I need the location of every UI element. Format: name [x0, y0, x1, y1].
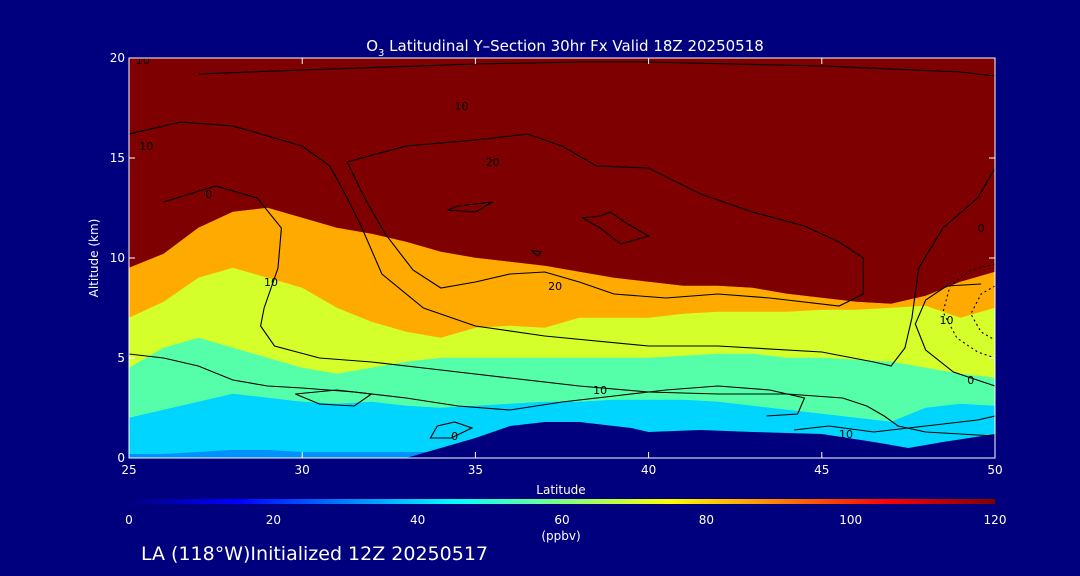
contour-label: 0 [967, 374, 974, 387]
y-axis-label: Altitude (km) [87, 219, 101, 298]
contour-line-dotted [970, 285, 995, 341]
y-tick-label: 20 [110, 51, 125, 65]
contour-line [914, 283, 995, 387]
y-tick-label: 5 [117, 351, 125, 365]
colorbar-tick-label: 20 [266, 513, 281, 527]
colorbar-gradient [129, 499, 995, 504]
contour-label: 10 [139, 140, 153, 153]
y-tick-label: 0 [117, 451, 125, 465]
contour-line [129, 353, 806, 417]
colorbar-tick-label: 80 [699, 513, 714, 527]
x-tick-label: 25 [121, 463, 136, 477]
contour-line [581, 211, 650, 245]
colorbar-unit: (ppbv) [541, 529, 580, 543]
x-tick-label: 35 [468, 463, 483, 477]
contour-label: 10 [455, 100, 469, 113]
contour-line [129, 121, 995, 367]
contour-line [447, 201, 493, 213]
contour-label: 0 [451, 430, 458, 443]
x-tick-label: 45 [814, 463, 829, 477]
y-tick-label: 15 [110, 151, 125, 165]
contour-line [295, 389, 374, 407]
x-axis-label: Latitude [536, 483, 585, 497]
terrain-mask [406, 422, 995, 458]
colorbar-tick-label: 0 [125, 513, 133, 527]
contour-label: 10 [940, 314, 954, 327]
y-tick-label: 10 [110, 251, 125, 265]
contour-label: 10 [264, 276, 278, 289]
chart-title: O3 Latitudinal Y–Section 30hr Fx Valid 1… [366, 37, 764, 59]
colorbar: 0 20 40 60 80 100 120 (ppbv) [125, 499, 1006, 543]
plot-area: 10 10 20 0 0 10 20 10 0 10 0 10 10 [129, 54, 995, 458]
contour-label: 20 [548, 280, 562, 293]
contour-line [794, 415, 995, 433]
contour-label: 10 [593, 384, 607, 397]
contour-line [163, 185, 995, 437]
contour-label: 0 [205, 188, 212, 201]
contour-label: 10 [136, 54, 150, 67]
contour-line [530, 249, 543, 257]
colorbar-tick-label: 120 [984, 513, 1007, 527]
contour-line [429, 421, 474, 439]
contour-line [198, 61, 995, 77]
contour-label: 0 [978, 222, 985, 235]
footer-text: LA (118°W)Initialized 12Z 20250517 [141, 543, 488, 565]
contour-label: 10 [839, 428, 853, 441]
contour-label: 20 [486, 156, 500, 169]
x-tick-label: 40 [641, 463, 656, 477]
x-tick-label: 50 [987, 463, 1002, 477]
contour-line [346, 133, 864, 307]
colorbar-tick-label: 100 [839, 513, 862, 527]
x-tick-label: 30 [295, 463, 310, 477]
colorbar-tick-label: 60 [554, 513, 569, 527]
colorbar-tick-label: 40 [410, 513, 425, 527]
